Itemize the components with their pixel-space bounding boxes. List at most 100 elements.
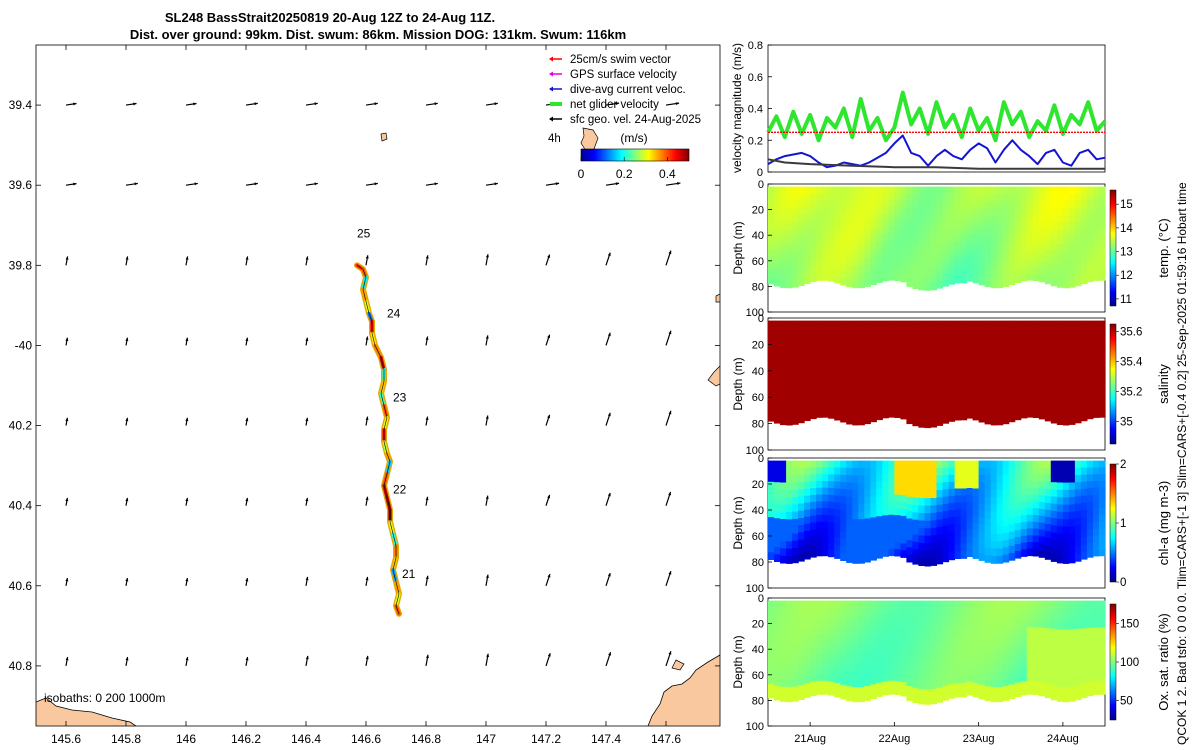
section-cell [1032, 501, 1040, 509]
section-cell [834, 495, 841, 504]
section-cell [948, 628, 956, 636]
section-cell [1002, 386, 1010, 395]
section-cell [780, 672, 787, 681]
section-cell [1026, 334, 1034, 342]
section-cell [936, 387, 944, 396]
section-cell [1050, 636, 1058, 644]
section-cell [990, 208, 998, 216]
section-cell [912, 468, 919, 476]
section-cell [984, 200, 992, 209]
section-cell [858, 244, 865, 252]
section-cell [810, 186, 817, 194]
section-cell [978, 335, 986, 343]
section-cell [966, 600, 974, 608]
section-cell [918, 252, 925, 261]
geo-velocity-arrowhead [65, 417, 69, 422]
section-cell [906, 657, 913, 666]
section-cell [858, 526, 865, 535]
section-cell [1044, 385, 1052, 393]
section-cell [852, 372, 859, 381]
section-cell [990, 467, 998, 476]
section-cell [1068, 328, 1076, 336]
section-cell [918, 373, 925, 383]
section-cell [1062, 534, 1070, 542]
section-cell [1038, 383, 1046, 392]
land-mainland [36, 697, 137, 726]
section-cell [948, 270, 956, 278]
section-cell [996, 643, 1004, 652]
date-tick-label: 23Aug [963, 733, 995, 745]
section-cell [786, 534, 793, 542]
section-cell [822, 548, 829, 557]
section-cell [1062, 273, 1070, 281]
section-cell [960, 248, 968, 256]
section-cell [822, 508, 829, 516]
section-cell [846, 258, 853, 266]
section-cell [1044, 255, 1052, 264]
section-cell [768, 545, 775, 553]
section-cell [1032, 267, 1040, 275]
section-cell [912, 403, 919, 412]
section-cell [792, 394, 799, 403]
section-cell [810, 681, 817, 690]
section-cell [870, 277, 877, 285]
section-cell [888, 607, 895, 615]
section-cell [882, 667, 889, 676]
section-y-tick-label: 60 [752, 392, 764, 404]
section-cell [840, 517, 847, 526]
section-cell [1086, 661, 1094, 669]
section-cell [906, 547, 913, 556]
section-cell [1044, 207, 1052, 215]
section-cell [900, 634, 907, 642]
section-cell [774, 678, 781, 687]
section-cell [1032, 660, 1040, 669]
section-cell [990, 636, 998, 645]
section-cell [906, 467, 913, 476]
section-cell [780, 394, 787, 403]
section-cell [1050, 496, 1058, 505]
section-cell [1062, 380, 1070, 389]
section-cell [780, 636, 787, 645]
section-cell [990, 273, 998, 281]
section-cell [1056, 215, 1064, 224]
section-cell [1026, 613, 1034, 622]
section-cell [780, 489, 787, 498]
section-cell [1056, 222, 1064, 231]
section-cell [912, 418, 919, 427]
section-cell [1062, 600, 1070, 609]
section-cell [1020, 267, 1028, 275]
section-cell [924, 194, 932, 202]
section-cell [1026, 266, 1034, 274]
section-cell [864, 207, 871, 216]
section-cell [906, 686, 913, 694]
geo-velocity-arrowhead [245, 656, 249, 661]
section-cell [1080, 193, 1088, 201]
section-cell [972, 275, 980, 284]
section-cell [930, 358, 938, 367]
section-cell [870, 474, 877, 483]
section-cell [822, 607, 829, 615]
section-cell [882, 600, 889, 608]
geo-velocity-arrowhead [305, 576, 309, 581]
section-cell [906, 379, 913, 388]
section-cell [1038, 206, 1046, 215]
section-cell [912, 658, 919, 667]
section-cell [1099, 687, 1106, 695]
section-cell [1056, 665, 1064, 673]
section-y-tick-label: 0 [758, 453, 764, 465]
section-cell [1032, 640, 1040, 649]
section-cell [906, 193, 913, 202]
section-cell [984, 629, 992, 637]
section-cell [906, 215, 913, 223]
section-cell [1086, 502, 1094, 510]
section-cell [1014, 341, 1022, 350]
section-cell [978, 546, 986, 554]
section-cell [834, 186, 841, 195]
section-cell [780, 460, 787, 469]
section-cell [948, 349, 956, 358]
section-cell [984, 664, 992, 673]
section-cell [924, 475, 932, 484]
section-cell [966, 274, 974, 282]
section-cell [1099, 542, 1106, 550]
section-cell [1074, 489, 1082, 498]
